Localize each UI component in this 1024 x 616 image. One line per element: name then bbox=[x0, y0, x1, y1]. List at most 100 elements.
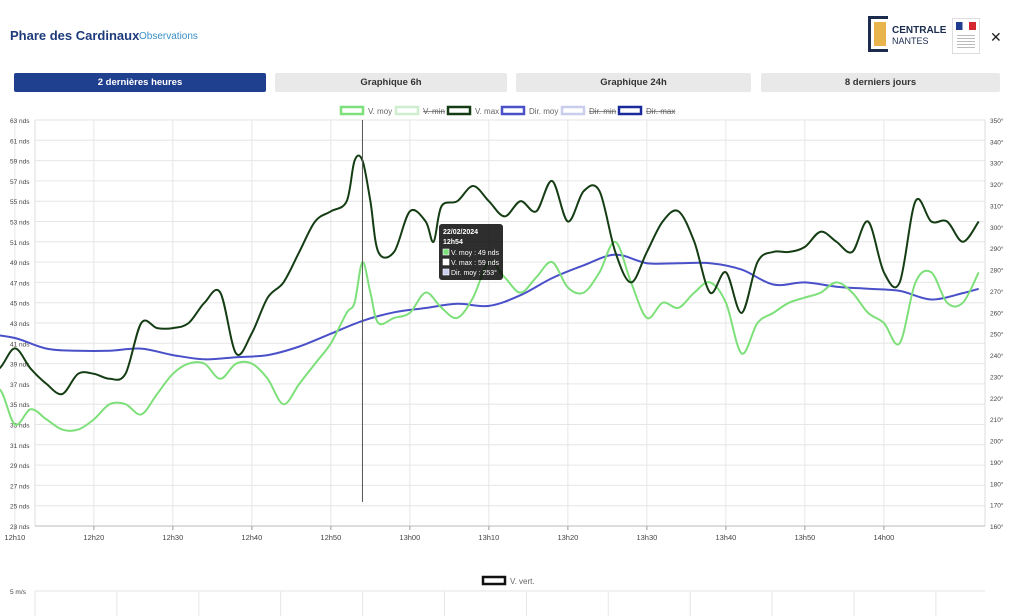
series-line-dir-moy bbox=[0, 253, 979, 361]
x-tick-label: 13h20 bbox=[557, 533, 578, 542]
y-right-tick-label: 210° bbox=[990, 416, 1004, 424]
x-tick-label: 13h00 bbox=[399, 533, 420, 542]
y-right-tick-label: 220° bbox=[990, 395, 1004, 403]
y-left-tick-label: 41 nds bbox=[10, 341, 30, 348]
x-tick-label: 12h50 bbox=[320, 533, 341, 542]
legend-swatch-4 bbox=[560, 105, 586, 116]
y-right-tick-label: 190° bbox=[990, 459, 1004, 467]
lower-legend-swatch bbox=[481, 575, 507, 586]
tab-2-dernieres-heures[interactable]: 2 dernières heures bbox=[14, 73, 266, 92]
y-left-tick-label: 47 nds bbox=[10, 280, 30, 287]
y-left-tick-label: 25 nds bbox=[10, 504, 30, 511]
legend-swatch-5 bbox=[617, 105, 643, 116]
lower-chart: V. vert. 5 m/s bbox=[10, 575, 985, 616]
y-left-tick-label: 23 nds bbox=[10, 524, 30, 531]
y-right-tick-label: 250° bbox=[990, 331, 1004, 339]
y-right-tick-label: 280° bbox=[990, 267, 1004, 275]
chart-series bbox=[0, 154, 980, 432]
legend-swatch-1 bbox=[394, 105, 420, 116]
y-left-tick-label: 33 nds bbox=[10, 423, 30, 430]
y-left-tick-label: 57 nds bbox=[10, 179, 30, 186]
chart-tooltip: 22/02/2024 12h54 V. moy : 49 nds V. max : 5… bbox=[439, 224, 503, 280]
logo-text-lines-icon bbox=[957, 35, 975, 49]
x-tick-label: 13h30 bbox=[636, 533, 657, 542]
tab-graphique-24h[interactable]: Graphique 24h bbox=[516, 73, 751, 92]
legend-label-5: Dir. max bbox=[646, 107, 675, 116]
y-left-tick-label: 53 nds bbox=[10, 220, 30, 227]
x-tick-label: 12h40 bbox=[241, 533, 262, 542]
tooltip-box bbox=[439, 224, 503, 280]
y-right-tick-label: 300° bbox=[990, 224, 1004, 232]
y-right-tick-label: 290° bbox=[990, 245, 1004, 253]
x-tick-label: 13h40 bbox=[715, 533, 736, 542]
y-axis-right: 160° 170° 180° 190° 200° 210° 220° 230° 240° 250°… bbox=[990, 117, 1004, 531]
legend-label-1: V. min bbox=[423, 107, 445, 116]
tooltip-swatch-1 bbox=[442, 258, 450, 266]
logo-text-nantes: NANTES bbox=[892, 36, 929, 46]
legend-swatch-3 bbox=[500, 105, 526, 116]
tab-8-derniers-jours[interactable]: 8 derniers jours bbox=[761, 73, 1000, 92]
page-title: Phare des Cardinaux bbox=[10, 28, 140, 43]
lower-legend-label: V. vert. bbox=[510, 577, 535, 586]
y-right-tick-label: 320° bbox=[990, 181, 1004, 189]
y-left-tick-label: 51 nds bbox=[10, 240, 30, 247]
legend-label-2: V. max bbox=[475, 107, 499, 116]
y-left-tick-label: 27 nds bbox=[10, 483, 30, 490]
y-right-tick-label: 180° bbox=[990, 480, 1004, 488]
y-left-tick-label: 39 nds bbox=[10, 362, 30, 369]
tooltip-swatch-0 bbox=[442, 248, 450, 256]
y-left-tick-label: 37 nds bbox=[10, 382, 30, 389]
french-flag-icon bbox=[956, 22, 976, 30]
series-line-v-moy bbox=[0, 240, 980, 432]
page-subtitle: Observations bbox=[139, 31, 198, 42]
tab-graphique-6h[interactable]: Graphique 6h bbox=[275, 73, 507, 92]
legend-label-0: V. moy bbox=[368, 107, 392, 116]
legend-label-3: Dir. moy bbox=[529, 107, 558, 116]
y-right-tick-label: 240° bbox=[990, 352, 1004, 360]
y-left-tick-label: 31 nds bbox=[10, 443, 30, 450]
x-axis: 12h10 12h20 12h30 12h40 12h50 13h00 13h10 13h20… bbox=[4, 525, 985, 542]
tooltip-line-1: V. max : 59 nds bbox=[451, 260, 499, 267]
y-left-tick-label: 29 nds bbox=[10, 463, 30, 470]
tooltip-date: 22/02/2024 bbox=[443, 229, 478, 236]
x-tick-label: 12h30 bbox=[162, 533, 183, 542]
y-right-tick-label: 160° bbox=[990, 523, 1004, 531]
y-right-tick-label: 330° bbox=[990, 160, 1004, 168]
y-left-tick-label: 43 nds bbox=[10, 321, 30, 328]
y-left-tick-label: 35 nds bbox=[10, 402, 30, 409]
chart-legend: V. moy V. min V. max Dir. moy Dir. min Dir. m… bbox=[339, 105, 675, 116]
legend-swatch-0 bbox=[339, 105, 365, 116]
y-right-tick-label: 340° bbox=[990, 138, 1004, 146]
y-right-tick-label: 170° bbox=[990, 502, 1004, 510]
legend-label-4: Dir. min bbox=[589, 107, 616, 116]
y-left-tick-label: 55 nds bbox=[10, 199, 30, 206]
chart-grid bbox=[14, 119, 986, 527]
x-tick-label: 13h50 bbox=[794, 533, 815, 542]
legend-swatch-2 bbox=[446, 105, 472, 116]
y-right-tick-label: 270° bbox=[990, 288, 1004, 296]
tooltip-time: 12h54 bbox=[443, 239, 463, 246]
tooltip-line-0: V. moy : 49 nds bbox=[451, 250, 499, 257]
republique-francaise-logo bbox=[952, 18, 980, 54]
y-left-tick-label: 59 nds bbox=[10, 159, 30, 166]
close-icon[interactable]: ✕ bbox=[990, 29, 1002, 45]
y-right-tick-label: 260° bbox=[990, 309, 1004, 317]
y-left-tick-label: 61 nds bbox=[10, 138, 30, 145]
tooltip-line-2: Dir. moy : 253° bbox=[451, 269, 497, 277]
y-right-tick-label: 350° bbox=[990, 117, 1004, 125]
y-right-tick-label: 310° bbox=[990, 202, 1004, 210]
x-tick-label: 12h10 bbox=[4, 533, 25, 542]
y-left-tick-label: 63 nds bbox=[10, 118, 30, 125]
series-line-v-max bbox=[0, 154, 980, 396]
y-left-tick-label: 49 nds bbox=[10, 260, 30, 267]
y-right-tick-label: 200° bbox=[990, 438, 1004, 446]
y-right-tick-label: 230° bbox=[990, 373, 1004, 381]
tooltip-swatch-2 bbox=[442, 268, 450, 276]
centrale-nantes-logo: CENTRALE NANTES bbox=[868, 16, 947, 54]
x-tick-label: 13h10 bbox=[478, 533, 499, 542]
x-tick-label: 14h00 bbox=[873, 533, 894, 542]
lower-y-tick-label: 5 m/s bbox=[10, 589, 27, 596]
logo-text-centrale: CENTRALE bbox=[892, 25, 947, 36]
logo-bracket-icon bbox=[868, 16, 888, 52]
